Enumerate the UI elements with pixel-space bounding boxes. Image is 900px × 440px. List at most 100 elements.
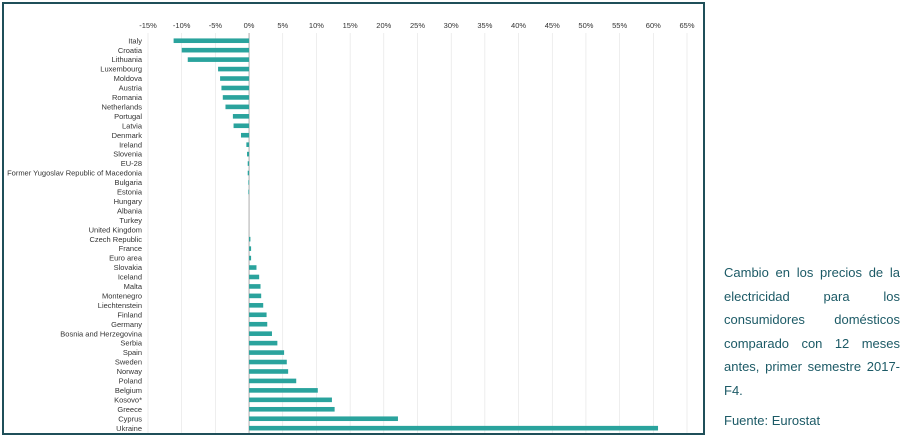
- category-label: Malta: [124, 282, 143, 291]
- bar: [249, 265, 257, 270]
- category-label: Austria: [119, 84, 143, 93]
- bar: [249, 369, 289, 374]
- x-tick-label: 0%: [244, 21, 255, 30]
- bar: [232, 114, 250, 119]
- category-label: Estonia: [117, 188, 143, 197]
- category-label: Lithuania: [112, 55, 143, 64]
- category-label: Portugal: [114, 112, 142, 121]
- category-label: Iceland: [118, 273, 142, 282]
- category-label: Ireland: [119, 140, 142, 149]
- bar: [181, 47, 250, 53]
- x-tick-label: 20%: [376, 21, 391, 30]
- category-label: Ukraine: [116, 424, 142, 433]
- category-label: Spain: [123, 348, 142, 357]
- chart-caption: Cambio en los precios de la electricidad…: [724, 265, 900, 398]
- category-label: EU-28: [121, 159, 142, 168]
- x-tick-label: 25%: [410, 21, 425, 30]
- bar: [249, 416, 398, 422]
- bar: [249, 312, 267, 318]
- bar: [249, 406, 335, 412]
- bar: [218, 66, 250, 72]
- category-label: Former Yugoslav Republic of Macedonia: [7, 169, 143, 178]
- bar: [246, 142, 250, 147]
- category-label: France: [119, 244, 142, 253]
- bar: [249, 293, 262, 299]
- category-label: Italy: [128, 36, 142, 45]
- category-label: Romania: [112, 93, 143, 102]
- category-label: Slovenia: [113, 150, 143, 159]
- category-label: Montenegro: [102, 291, 142, 300]
- category-label: Liechtenstein: [98, 301, 142, 310]
- bar: [249, 246, 252, 251]
- grid-layer: [147, 33, 688, 433]
- bar: [247, 161, 250, 166]
- bar: [221, 85, 250, 91]
- bar: [249, 331, 272, 336]
- category-label: United Kingdom: [89, 225, 142, 234]
- bar: [240, 132, 250, 138]
- x-tick-label: 45%: [545, 21, 560, 30]
- x-tick-label: 10%: [309, 21, 324, 30]
- category-label: Netherlands: [102, 102, 143, 111]
- category-label: Sweden: [115, 358, 142, 367]
- x-tick-label: -5%: [209, 21, 223, 30]
- category-label: Latvia: [122, 121, 143, 130]
- bar: [248, 189, 250, 195]
- x-axis: -15% -10% -5% 0% 5% 10% 15% 20% 25% 30% 35% 40% 45% 5…: [139, 21, 695, 433]
- category-label: Slovakia: [114, 263, 143, 272]
- category-label: Germany: [111, 320, 142, 329]
- bar: [249, 236, 251, 242]
- x-tick-label: 30%: [444, 21, 459, 30]
- bar: [173, 38, 250, 44]
- bar: [247, 170, 250, 176]
- category-label: Czech Republic: [89, 235, 142, 244]
- bar: [249, 397, 332, 403]
- x-tick-label: -10%: [173, 21, 191, 30]
- bar: [220, 76, 250, 81]
- category-labels: ItalyCroatiaLithuaniaLuxembourgMoldovaAu…: [7, 36, 143, 432]
- category-label: Luxembourg: [100, 65, 142, 74]
- category-label: Belgium: [115, 386, 142, 395]
- category-label: Bosnia and Herzegovina: [60, 329, 143, 338]
- category-label: Kosovo*: [114, 395, 142, 404]
- bar: [233, 123, 250, 129]
- chart-frame: -15% -10% -5% 0% 5% 10% 15% 20% 25% 30% 35% 40% 45% 5…: [2, 2, 705, 435]
- x-tick-label: -15%: [139, 21, 157, 30]
- category-label: Denmark: [112, 131, 143, 140]
- category-label: Croatia: [118, 46, 143, 55]
- x-tick-label: 55%: [612, 21, 627, 30]
- bars: [173, 38, 659, 431]
- bar: [249, 303, 264, 308]
- x-tick-label: 50%: [578, 21, 593, 30]
- x-tick-label: 65%: [679, 21, 694, 30]
- bar: [187, 57, 250, 62]
- bar: [249, 284, 261, 289]
- x-tick-label: 35%: [477, 21, 492, 30]
- category-label: Greece: [117, 405, 142, 414]
- bar: [249, 321, 268, 327]
- category-label: Albania: [117, 206, 143, 215]
- category-label: Moldova: [114, 74, 143, 83]
- bar: [249, 350, 285, 355]
- bar: [248, 180, 250, 185]
- bar: [249, 425, 659, 431]
- bar: [249, 378, 297, 384]
- source-note: Fuente: Eurostat: [724, 413, 821, 428]
- bar: [225, 104, 250, 110]
- category-label: Norway: [117, 367, 143, 376]
- category-label: Finland: [117, 310, 142, 319]
- x-tick-label: 5%: [277, 21, 288, 30]
- bar: [249, 359, 287, 365]
- category-label: Cyprus: [118, 414, 142, 423]
- x-tick-label: 40%: [511, 21, 526, 30]
- category-label: Bulgaria: [114, 178, 142, 187]
- category-label: Hungary: [114, 197, 143, 206]
- bar-chart: -15% -10% -5% 0% 5% 10% 15% 20% 25% 30% 35% 40% 45% 5…: [7, 21, 695, 433]
- bar: [249, 340, 278, 346]
- x-tick-label: 15%: [343, 21, 358, 30]
- category-label: Serbia: [120, 339, 143, 348]
- bar: [247, 151, 250, 157]
- bar: [249, 255, 252, 261]
- category-label: Turkey: [119, 216, 142, 225]
- category-label: Poland: [119, 377, 142, 386]
